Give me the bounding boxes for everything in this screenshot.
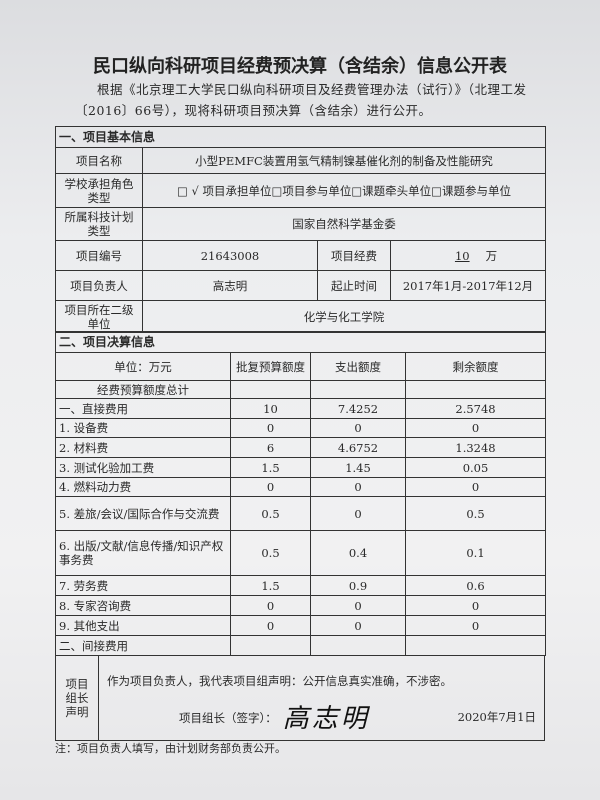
footnote: 注：项目负责人填写，由计划财务部负责公开。 xyxy=(55,742,286,755)
row-spent: 0 xyxy=(310,595,406,616)
row-remaining: 0 xyxy=(404,477,547,497)
row-remaining: 0.05 xyxy=(404,457,547,478)
row-spent: 0 xyxy=(310,615,406,636)
row-remaining: 2.5748 xyxy=(404,398,547,419)
plan-type: 国家自然科学基金委 xyxy=(141,207,547,241)
row-approved: 0 xyxy=(230,615,311,636)
row-remaining: 0 xyxy=(404,595,547,616)
funding-unit: 万 xyxy=(485,248,498,263)
row-item: 一、直接费用 xyxy=(55,398,231,419)
budget-table: 二、项目决算信息 单位：万元 批复预算额度 支出额度 剩余额度 经费预算额度总计… xyxy=(54,331,547,656)
row-spent: 0 xyxy=(310,418,406,438)
project-name: 小型PEMFC装置用氢气精制镍基催化剂的制备及性能研究 xyxy=(141,147,547,174)
row-spent xyxy=(310,380,406,399)
budget-row: 8. 专家咨询费 0 0 0 xyxy=(55,595,547,616)
declaration-date: 2020年7月1日 xyxy=(457,710,536,724)
row-item: 4. 燃料动力费 xyxy=(55,477,231,497)
label-number: 项目编号 xyxy=(55,240,143,271)
row-approved: 0 xyxy=(230,595,311,616)
label-project-name: 项目名称 xyxy=(55,147,143,174)
budget-row: 7. 劳务费 1.5 0.9 0.6 xyxy=(55,575,547,596)
label-period: 起止时间 xyxy=(317,270,391,301)
row-remaining xyxy=(404,635,547,656)
row-spent xyxy=(310,635,406,656)
row-item: 6. 出版/文献/信息传播/知识产权事务费 xyxy=(55,530,231,576)
row-approved: 6 xyxy=(230,437,311,458)
intro-text-line2: 〔2016〕66号），现将科研项目预决算（含结余）进行公开。 xyxy=(75,103,432,118)
row-approved: 0 xyxy=(230,418,311,438)
label-dept: 项目所在二级单位 xyxy=(55,300,143,333)
label-plan: 所属科技计划类型 xyxy=(55,207,143,241)
budget-header-row: 单位：万元 批复预算额度 支出额度 剩余额度 xyxy=(55,352,547,381)
row-item: 7. 劳务费 xyxy=(55,575,231,596)
row-item: 经费预算额度总计 xyxy=(55,380,231,399)
row-approved: 0.5 xyxy=(230,530,311,576)
row-item: 9. 其他支出 xyxy=(55,615,231,636)
header-unit: 单位：万元 xyxy=(55,352,231,381)
row-spent: 7.4252 xyxy=(310,398,406,419)
handwritten-signature: 高志明 xyxy=(282,704,370,734)
row-approved: 0.5 xyxy=(230,496,311,531)
budget-row: 二、间接费用 xyxy=(55,635,547,656)
row-remaining: 0 xyxy=(404,615,547,636)
project-number: 21643008 xyxy=(142,240,318,271)
budget-row: 1. 设备费 0 0 0 xyxy=(55,418,547,438)
row-approved xyxy=(230,635,311,656)
row-spent: 4.6752 xyxy=(310,437,406,458)
row-spent: 0.9 xyxy=(310,575,406,596)
row-spent: 0.4 xyxy=(310,530,406,576)
sign-label: 项目组长（签字）： xyxy=(179,711,277,725)
declaration-table: 项目组长声明 作为项目负责人，我代表项目组声明：公开信息真实准确，不涉密。 项目… xyxy=(55,655,545,741)
basic-info-table: 一、项目基本信息 项目名称 小型PEMFC装置用氢气精制镍基催化剂的制备及性能研究… xyxy=(54,126,547,333)
row-approved: 0 xyxy=(230,477,311,497)
project-dept: 化学与化工学院 xyxy=(141,300,547,333)
label-leader: 项目负责人 xyxy=(55,270,143,301)
row-remaining: 0.1 xyxy=(404,530,547,576)
row-remaining: 1.3248 xyxy=(404,437,547,458)
row-remaining xyxy=(404,380,547,399)
row-item: 8. 专家咨询费 xyxy=(55,595,231,616)
budget-row: 4. 燃料动力费 0 0 0 xyxy=(55,477,547,497)
budget-row: 经费预算额度总计 xyxy=(55,380,547,399)
section-budget: 二、项目决算信息 xyxy=(54,331,547,353)
row-item: 1. 设备费 xyxy=(55,418,231,438)
budget-row: 5. 差旅/会议/国际合作与交流费 0.5 0 0.5 xyxy=(55,496,547,531)
row-spent: 0 xyxy=(310,477,406,497)
row-approved: 1.5 xyxy=(230,575,311,596)
project-funding: 10 万 xyxy=(389,240,547,271)
row-remaining: 0.5 xyxy=(404,496,547,531)
section-basic-info: 一、项目基本信息 xyxy=(54,126,547,148)
row-item: 二、间接费用 xyxy=(55,635,231,656)
declaration-label: 项目组长声明 xyxy=(55,655,99,741)
row-spent: 1.45 xyxy=(310,457,406,478)
header-approved: 批复预算额度 xyxy=(230,352,311,381)
declaration-text: 作为项目负责人，我代表项目组声明：公开信息真实准确，不涉密。 xyxy=(107,674,452,688)
budget-row: 6. 出版/文献/信息传播/知识产权事务费 0.5 0.4 0.1 xyxy=(55,530,547,576)
header-spent: 支出额度 xyxy=(310,352,406,381)
intro-text-line1: 根据《北京理工大学民口纵向科研项目及经费管理办法（试行）》（北理工发 xyxy=(97,82,527,97)
row-spent: 0 xyxy=(310,496,406,531)
row-item: 2. 材料费 xyxy=(55,437,231,458)
header-remaining: 剩余额度 xyxy=(404,352,547,381)
document-title: 民口纵向科研项目经费预决算（含结余）信息公开表 xyxy=(93,56,507,77)
budget-row: 3. 测试化验加工费 1.5 1.45 0.05 xyxy=(55,457,547,478)
row-item: 5. 差旅/会议/国际合作与交流费 xyxy=(55,496,231,531)
budget-row: 2. 材料费 6 4.6752 1.3248 xyxy=(55,437,547,458)
budget-row: 9. 其他支出 0 0 0 xyxy=(55,615,547,636)
row-remaining: 0 xyxy=(404,418,547,438)
role-checkboxes: □ √ 项目承担单位□项目参与单位□课题牵头单位□课题参与单位 xyxy=(141,173,547,208)
row-approved xyxy=(230,380,311,399)
project-leader: 高志明 xyxy=(142,270,318,301)
row-remaining: 0.6 xyxy=(404,575,547,596)
row-item: 3. 测试化验加工费 xyxy=(55,457,231,478)
project-period: 2017年1月-2017年12月 xyxy=(389,270,547,301)
label-funding: 项目经费 xyxy=(317,240,391,271)
row-approved: 10 xyxy=(230,398,311,419)
budget-row: 一、直接费用 10 7.4252 2.5748 xyxy=(55,398,547,419)
funding-value: 10 xyxy=(454,248,470,263)
row-approved: 1.5 xyxy=(230,457,311,478)
label-role: 学校承担角色类型 xyxy=(55,173,143,208)
